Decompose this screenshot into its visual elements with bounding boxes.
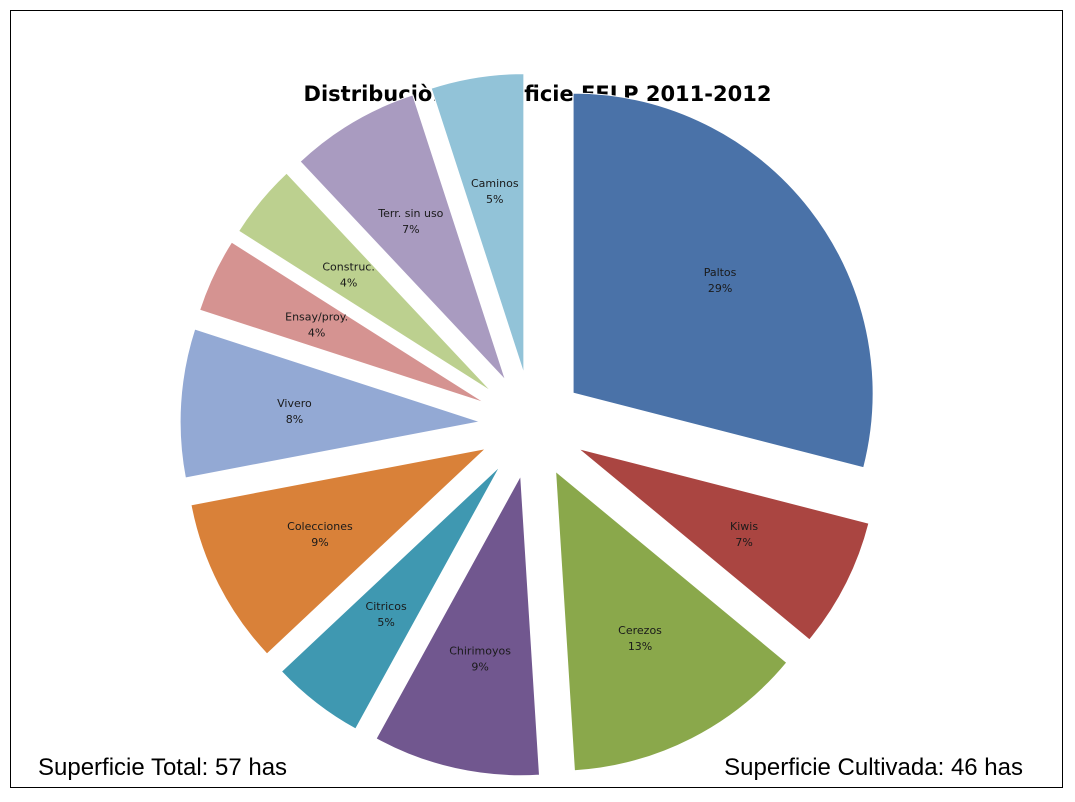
- pie-slice-terr-sin-uso: [299, 94, 507, 381]
- pie-slice-chirimoyos: [375, 473, 541, 777]
- slice-label: Terr. sin uso: [377, 207, 443, 220]
- slice-percent-label: 9%: [311, 536, 328, 549]
- slice-percent-label: 4%: [340, 276, 357, 289]
- slice-percent-label: 4%: [308, 327, 325, 340]
- slice-label: Cerezos: [618, 624, 662, 637]
- slice-label: Kiwis: [730, 520, 758, 533]
- slice-percent-label: 5%: [377, 616, 394, 629]
- slice-percent-label: 7%: [735, 536, 752, 549]
- slice-percent-label: 5%: [486, 193, 503, 206]
- slice-percent-label: 9%: [471, 660, 488, 673]
- slice-percent-label: 29%: [708, 282, 732, 295]
- pie-slice-construc: [237, 172, 493, 393]
- slice-label: Colecciones: [287, 520, 353, 533]
- pie-slice-colecciones: [190, 447, 488, 655]
- cultivated-area-label: Superficie Cultivada: 46 has: [724, 754, 1023, 781]
- total-area-label: Superficie Total: 57 has: [38, 754, 288, 781]
- pie-slice-ensay-proy: [199, 241, 486, 404]
- chart-title: Distribuciòn Superficie EELP 2011-2012: [303, 82, 772, 106]
- slice-label: Ensay/proy.: [285, 311, 348, 324]
- slice-label: Paltos: [704, 266, 737, 279]
- slice-percent-label: 8%: [286, 413, 303, 426]
- pie-slice-cerezos: [555, 470, 788, 772]
- pie-slice-vivero: [179, 328, 481, 479]
- slice-label: Chirimoyos: [449, 644, 511, 657]
- pie-slice-kiwis: [578, 448, 870, 641]
- pie-slice-citricos: [280, 465, 501, 730]
- slice-percent-label: 13%: [628, 640, 652, 653]
- pie-slice-caminos: [430, 73, 525, 374]
- slice-label: Vivero: [277, 397, 312, 410]
- slice-label: Citricos: [366, 600, 407, 613]
- slice-percent-label: 7%: [402, 223, 419, 236]
- slice-label: Caminos: [471, 177, 519, 190]
- slice-label: Construc.: [322, 260, 374, 273]
- pie-slice-paltos: [572, 92, 874, 469]
